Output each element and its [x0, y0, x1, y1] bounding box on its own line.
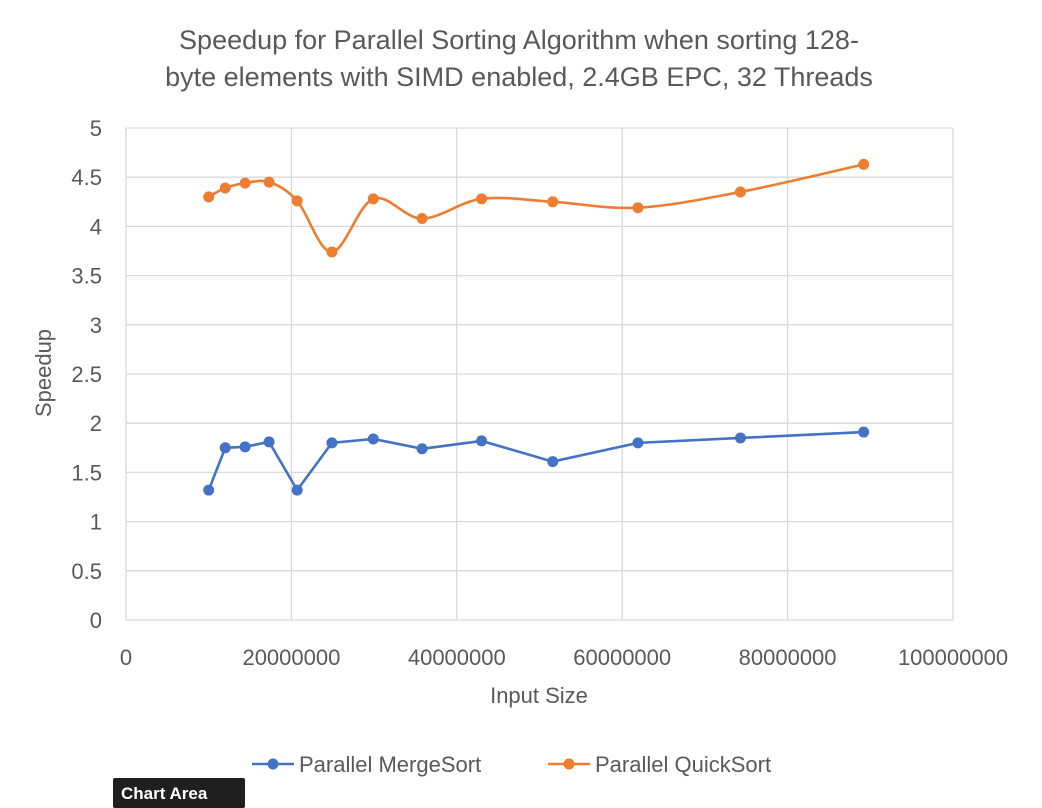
y-tick-label: 1.5 [71, 460, 102, 485]
legend-point-marker [267, 758, 279, 770]
y-tick-label: 4 [90, 214, 102, 239]
chart-title-line-2: byte elements with SIMD enabled, 2.4GB E… [165, 62, 873, 92]
data-point-parallel-quicksort[interactable] [263, 176, 275, 188]
y-tick-label: 0 [90, 608, 102, 633]
data-point-parallel-quicksort[interactable] [476, 193, 488, 205]
y-tick-label: 1 [90, 510, 102, 535]
y-tick-label: 2.5 [71, 362, 102, 387]
plot-series [203, 158, 870, 496]
x-tick-label: 20000000 [242, 645, 340, 670]
data-point-parallel-quicksort[interactable] [416, 213, 428, 225]
x-tick-label: 80000000 [739, 645, 837, 670]
data-point-parallel-mergesort[interactable] [476, 435, 488, 447]
y-tick-label: 3 [90, 313, 102, 338]
x-tick-label: 100000000 [898, 645, 1008, 670]
data-point-parallel-quicksort[interactable] [203, 191, 215, 203]
chart-title: Speedup for Parallel Sorting Algorithm w… [165, 25, 873, 92]
x-tick-label: 40000000 [408, 645, 506, 670]
data-point-parallel-quicksort[interactable] [632, 202, 644, 214]
chart-area-tooltip: Chart Area [113, 778, 245, 808]
data-point-parallel-mergesort[interactable] [326, 437, 338, 449]
data-point-parallel-mergesort[interactable] [416, 443, 428, 455]
data-point-parallel-mergesort[interactable] [632, 437, 644, 449]
x-axis-title: Input Size [490, 683, 588, 708]
x-tick-label: 0 [120, 645, 132, 670]
data-point-parallel-mergesort[interactable] [547, 456, 559, 468]
data-point-parallel-mergesort[interactable] [219, 442, 231, 454]
data-point-parallel-mergesort[interactable] [734, 432, 746, 444]
data-point-parallel-quicksort[interactable] [858, 158, 870, 170]
x-tick-label: 60000000 [573, 645, 671, 670]
y-tick-label: 2 [90, 411, 102, 436]
legend[interactable]: Parallel MergeSort Parallel QuickSort [252, 752, 771, 777]
y-tick-label: 4.5 [71, 165, 102, 190]
data-point-parallel-quicksort[interactable] [291, 195, 303, 207]
y-tick-label: 3.5 [71, 264, 102, 289]
y-axis-title: Speedup [31, 329, 56, 417]
data-point-parallel-mergesort[interactable] [291, 484, 303, 496]
data-point-parallel-quicksort[interactable] [367, 193, 379, 205]
data-point-parallel-mergesort[interactable] [367, 433, 379, 445]
data-point-parallel-mergesort[interactable] [239, 441, 251, 453]
y-tick-label: 5 [90, 116, 102, 141]
legend-point-marker [563, 758, 575, 770]
series-line-parallel-mergesort[interactable] [207, 430, 864, 492]
legend-item-parallel-mergesort[interactable]: Parallel MergeSort [252, 752, 481, 777]
data-point-parallel-mergesort[interactable] [203, 484, 215, 496]
data-point-parallel-quicksort[interactable] [219, 182, 231, 194]
legend-label: Parallel MergeSort [299, 752, 481, 777]
data-point-parallel-mergesort[interactable] [263, 436, 275, 448]
gridlines [125, 127, 954, 621]
data-point-parallel-mergesort[interactable] [858, 426, 870, 438]
y-tick-label: 0.5 [71, 559, 102, 584]
x-axis-ticks: 0 20000000 40000000 60000000 80000000 1000000… [120, 645, 1008, 670]
data-point-parallel-quicksort[interactable] [326, 246, 338, 258]
legend-item-parallel-quicksort[interactable]: Parallel QuickSort [548, 752, 771, 777]
y-axis-ticks: 0 0.5 1 1.5 2 2.5 3 3.5 4 4.5 5 [71, 116, 102, 633]
legend-label: Parallel QuickSort [595, 752, 771, 777]
data-point-parallel-quicksort[interactable] [239, 177, 251, 189]
data-point-parallel-quicksort[interactable] [734, 186, 746, 198]
chart-title-line-1: Speedup for Parallel Sorting Algorithm w… [179, 25, 859, 55]
data-point-parallel-quicksort[interactable] [547, 196, 559, 208]
